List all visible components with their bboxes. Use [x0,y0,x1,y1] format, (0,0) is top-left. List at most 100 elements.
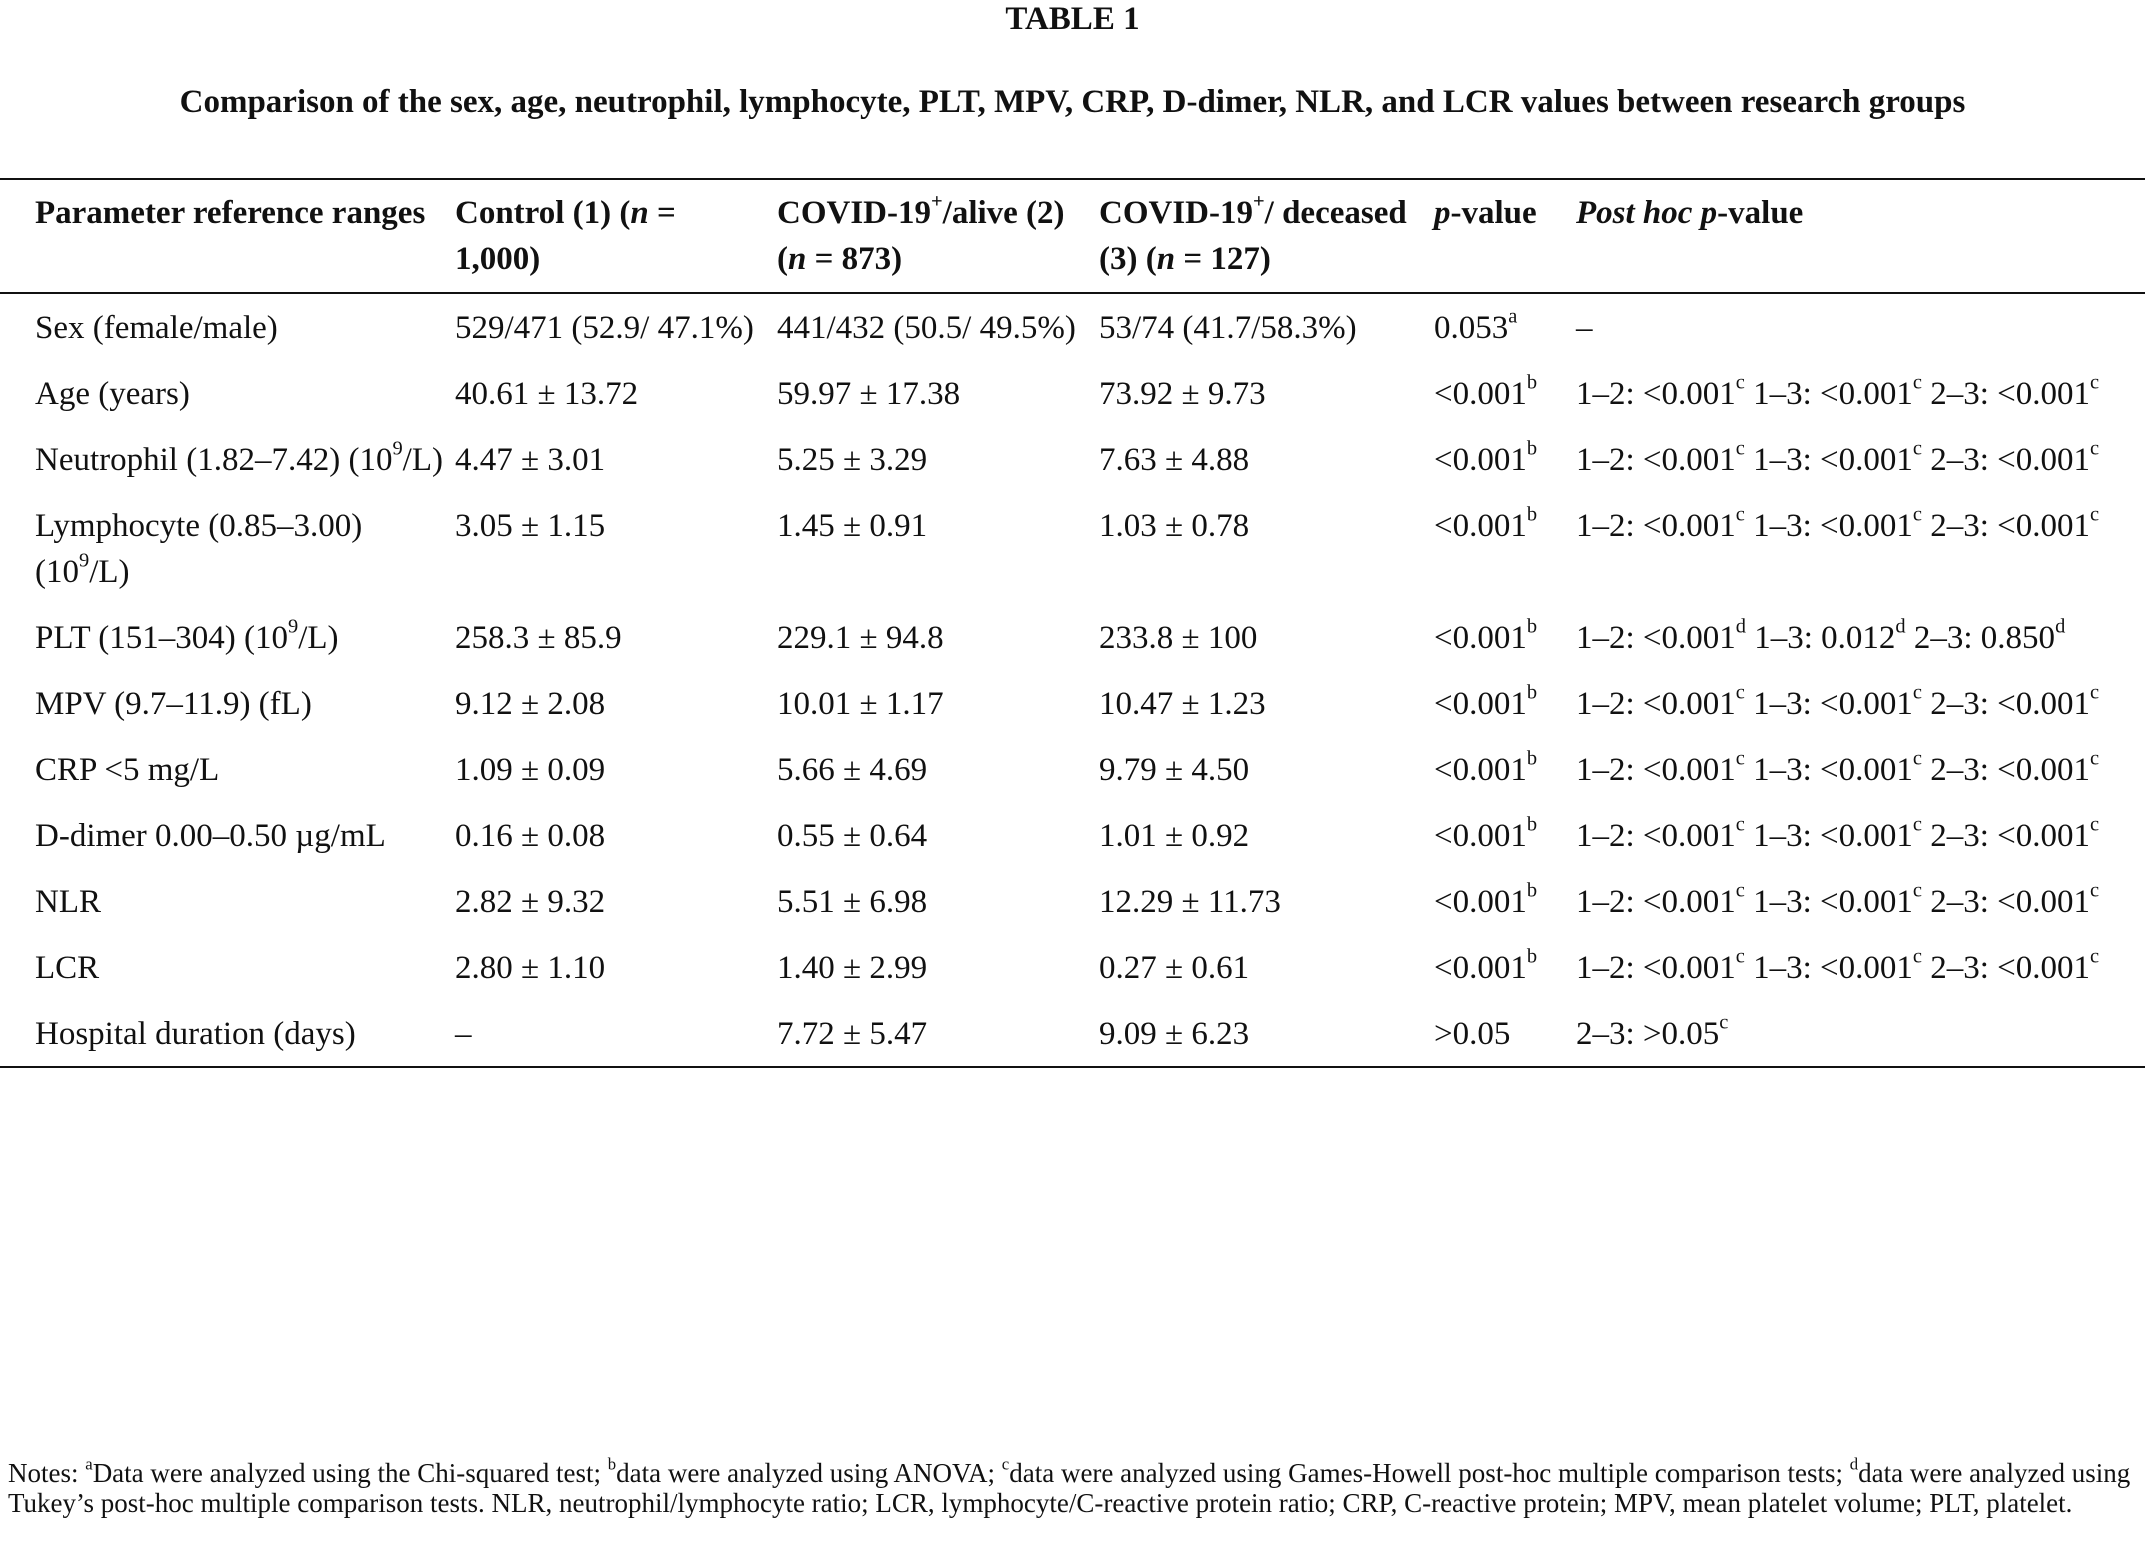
table-cell: 1.03 ± 0.78 [1099,492,1434,604]
table-cell: <0.001b [1434,426,1576,492]
text: <0.001 [1434,376,1527,412]
text: 1–2: <0.001 [1576,752,1736,788]
text: 1–2: <0.001 [1576,686,1736,722]
table-row: Sex (female/male) 529/471 (52.9/ 47.1%) 44… [0,293,2145,360]
table-cell: 1–2: <0.001c 1–3: <0.001c 2–3: <0.001c [1576,868,2145,934]
header-cell: p-value [1434,179,1576,293]
text: 10.01 ± 1.17 [777,686,944,722]
superscript: c [2090,503,2100,526]
superscript: c [1735,747,1745,770]
text: Data were analyzed using the Chi-squared… [92,1458,608,1488]
header-cell: Parameter reference ranges [0,179,455,293]
text: 1.09 ± 0.09 [455,752,606,788]
table-cell: <0.001b [1434,802,1576,868]
text: <0.001 [1434,620,1527,656]
table-cell: 3.05 ± 1.15 [455,492,777,604]
superscript: c [2090,747,2100,770]
text: 1–2: <0.001 [1576,442,1736,478]
superscript: c [1912,437,1922,460]
text: -value [1450,195,1537,231]
text: 1–2: <0.001 [1576,818,1736,854]
text: 1–3: <0.001 [1744,818,1913,854]
superscript: c [1912,681,1922,704]
table-cell: 1–2: <0.001c 1–3: <0.001c 2–3: <0.001c [1576,360,2145,426]
superscript: c [1735,945,1745,968]
header-row: Parameter reference ranges Control (1) (n… [0,179,2145,293]
table-cell: 441/432 (50.5/ 49.5%) [777,293,1099,360]
superscript: d [1735,615,1746,638]
table-cell: – [455,1000,777,1067]
text: MPV (9.7–11.9) (fL) [35,686,312,722]
table-cell: 1–2: <0.001d 1–3: 0.012d 2–3: 0.850d [1576,604,2145,670]
table-row: LCR 2.80 ± 1.10 1.40 ± 2.99 0.27 ± 0.61 <0.0… [0,934,2145,1000]
table-cell: 1.40 ± 2.99 [777,934,1099,1000]
superscript: c [1912,879,1922,902]
superscript: c [1912,503,1922,526]
italic-text: n [630,195,649,231]
text: data were analyzed using Tukey’s post-ho… [8,1458,2131,1518]
superscript: c [2090,813,2100,836]
text: Sex (female/male) [35,310,278,346]
text: Lymphocyte (0.85–3.00) (10 [35,508,363,590]
text: 3.05 ± 1.15 [455,508,606,544]
text: 5.25 ± 3.29 [777,442,928,478]
text: 1.01 ± 0.92 [1099,818,1250,854]
text: -value [1717,195,1804,231]
table-body: Sex (female/male) 529/471 (52.9/ 47.1%) 44… [0,293,2145,1067]
table-cell: <0.001b [1434,360,1576,426]
header-cell: COVID-19+/ deceased (3) (n = 127) [1099,179,1434,293]
table-cell: 1–2: <0.001c 1–3: <0.001c 2–3: <0.001c [1576,802,2145,868]
superscript: c [1912,813,1922,836]
table-cell: 2.82 ± 9.32 [455,868,777,934]
text: Age (years) [35,376,190,412]
text: Neutrophil (1.82–7.42) (10 [35,442,393,478]
text: /L) [89,554,130,590]
superscript: b [1526,371,1538,394]
superscript: c [2090,371,2100,394]
text: 1–2: <0.001 [1576,950,1736,986]
superscript: d [2055,615,2066,638]
text: / deceased (3) ( [1099,195,1407,277]
table-cell: 5.66 ± 4.69 [777,736,1099,802]
table-cell: 233.8 ± 100 [1099,604,1434,670]
text: data were analyzed using Games-Howell po… [1009,1458,1850,1488]
superscript: d [1849,1454,1859,1474]
table-cell: Sex (female/male) [0,293,455,360]
table-cell: PLT (151–304) (109/L) [0,604,455,670]
table-cell: 258.3 ± 85.9 [455,604,777,670]
text: 233.8 ± 100 [1099,620,1258,656]
table-cell: 1.45 ± 0.91 [777,492,1099,604]
table-row: D-dimer 0.00–0.50 µg/mL 0.16 ± 0.08 0.55 ±… [0,802,2145,868]
text: 1.40 ± 2.99 [777,950,928,986]
superscript: b [1526,747,1538,770]
table-cell: 4.47 ± 3.01 [455,426,777,492]
table-cell: <0.001b [1434,868,1576,934]
table-cell: <0.001b [1434,670,1576,736]
table-cell: 0.053a [1434,293,1576,360]
text: LCR [35,950,100,986]
table-cell: 5.51 ± 6.98 [777,868,1099,934]
table-cell: 59.97 ± 17.38 [777,360,1099,426]
text: 1–3: <0.001 [1744,950,1913,986]
table-row: NLR 2.82 ± 9.32 5.51 ± 6.98 12.29 ± 11.73 <0… [0,868,2145,934]
table-row: PLT (151–304) (109/L) 258.3 ± 85.9 229.1 ±… [0,604,2145,670]
table-cell: LCR [0,934,455,1000]
text: /L) [298,620,339,656]
table-cell: 1.09 ± 0.09 [455,736,777,802]
table-cell: MPV (9.7–11.9) (fL) [0,670,455,736]
text: 1–3: <0.001 [1744,442,1913,478]
text: D-dimer 0.00–0.50 µg/mL [35,818,386,854]
table-row: Age (years) 40.61 ± 13.72 59.97 ± 17.38 73.… [0,360,2145,426]
text: 1–2: <0.001 [1576,508,1736,544]
text: 2–3: <0.001 [1921,818,2090,854]
table-cell: 529/471 (52.9/ 47.1%) [455,293,777,360]
superscript: a [1508,305,1518,328]
text: 7.63 ± 4.88 [1099,442,1250,478]
text: 2–3: <0.001 [1921,686,2090,722]
text: 0.27 ± 0.61 [1099,950,1250,986]
table-cell: 0.16 ± 0.08 [455,802,777,868]
table-cell: 7.72 ± 5.47 [777,1000,1099,1067]
text: 2–3: <0.001 [1921,950,2090,986]
text: 0.55 ± 0.64 [777,818,928,854]
